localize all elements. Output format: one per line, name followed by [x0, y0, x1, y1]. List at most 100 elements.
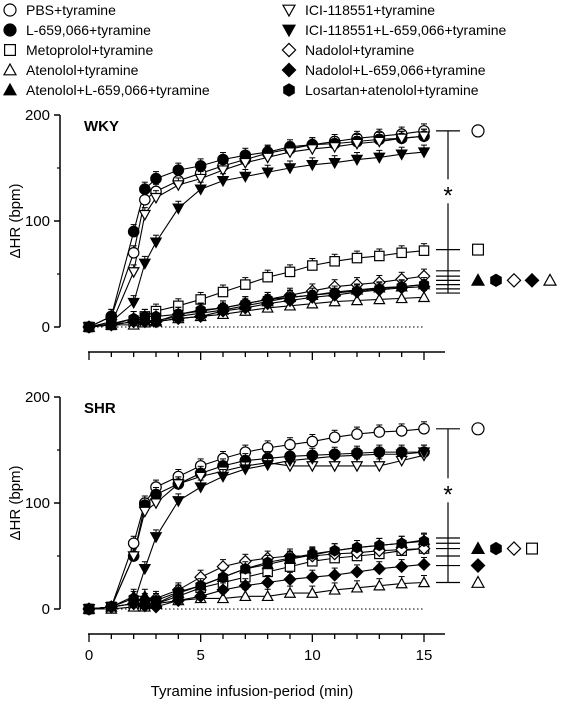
- data-point: [139, 310, 150, 323]
- data-point: [350, 154, 364, 166]
- data-point: [149, 532, 163, 544]
- data-point: [172, 180, 185, 192]
- panel-title: SHR: [84, 400, 116, 417]
- data-point: [395, 449, 408, 461]
- data-point: [351, 285, 363, 297]
- legend-marker-aten: [2, 62, 18, 76]
- data-point: [150, 310, 162, 323]
- data-point: [138, 506, 152, 518]
- star-background: [438, 478, 458, 503]
- right-marker: [490, 541, 502, 556]
- data-point: [106, 317, 117, 330]
- legend-label-aten: Atenolol+tyramine: [26, 62, 139, 78]
- data-point: [217, 571, 229, 584]
- legend: PBS+tyramine L-659,066+tyramine Metoprolol…: [2, 2, 507, 98]
- x-tick-label: 5: [196, 647, 204, 664]
- data-point: [194, 471, 207, 483]
- right-marker: [525, 542, 538, 555]
- data-point: [283, 572, 297, 586]
- data-point: [194, 589, 208, 603]
- data-point: [396, 537, 407, 550]
- right-marker: [490, 273, 502, 288]
- data-point: [128, 312, 139, 325]
- significance-star: *: [443, 182, 452, 209]
- data-point: [194, 173, 207, 186]
- data-point: [83, 603, 95, 615]
- data-point: [351, 541, 363, 554]
- data-point: [418, 422, 430, 435]
- right-marker: [471, 422, 485, 436]
- data-point: [418, 245, 430, 256]
- data-point: [351, 252, 363, 264]
- y-tick-label: 0: [42, 601, 50, 618]
- data-point: [373, 293, 386, 305]
- data-point: [395, 149, 408, 161]
- y-tick-label: 100: [25, 495, 50, 512]
- legend-marker-l659: [3, 23, 17, 37]
- data-point: [350, 450, 364, 462]
- data-point: [372, 562, 386, 576]
- data-point: [328, 451, 341, 463]
- data-point: [239, 171, 252, 183]
- data-point: [417, 557, 431, 572]
- data-point: [127, 267, 140, 279]
- right-marker: [506, 541, 522, 557]
- data-point: [395, 425, 408, 437]
- data-point: [261, 167, 274, 179]
- data-point: [139, 594, 150, 607]
- right-marker: [506, 272, 522, 288]
- data-point: [373, 579, 386, 591]
- data-point: [262, 271, 273, 283]
- data-point: [128, 592, 139, 605]
- data-point: [194, 184, 207, 196]
- data-point: [138, 563, 152, 576]
- data-point: [194, 482, 207, 494]
- data-point: [172, 479, 185, 491]
- data-point: [328, 583, 341, 595]
- legend-marker-los: [283, 83, 295, 97]
- legend-label-nad: Nadolol+tyramine: [305, 42, 415, 58]
- star-background: [438, 179, 458, 204]
- data-point: [284, 291, 296, 304]
- right-marker: [471, 124, 485, 138]
- data-point: [217, 286, 229, 298]
- data-point: [149, 237, 163, 249]
- right-marker: [470, 558, 486, 573]
- data-point: [173, 308, 184, 321]
- x-axis-label: Tyramine infusion-period (min): [151, 683, 354, 700]
- data-point: [173, 586, 184, 598]
- data-point: [195, 579, 206, 592]
- x-tick-label: 15: [416, 647, 433, 664]
- data-point: [283, 147, 297, 159]
- right-marker: [470, 273, 486, 286]
- data-point: [194, 309, 208, 323]
- data-point: [417, 576, 431, 588]
- data-point: [194, 160, 207, 172]
- data-point: [195, 304, 206, 316]
- data-point: [127, 247, 140, 259]
- data-point: [374, 282, 385, 295]
- right-marker: [524, 272, 540, 288]
- data-point: [305, 570, 319, 584]
- data-point: [150, 172, 162, 185]
- y-tick-label: 200: [25, 107, 50, 124]
- legend-marker-pbs: [3, 3, 17, 17]
- right-marker: [470, 575, 486, 588]
- data-point: [328, 431, 341, 444]
- data-point: [172, 164, 185, 176]
- data-point: [139, 183, 151, 195]
- data-point: [350, 581, 364, 593]
- data-point: [83, 321, 95, 333]
- panel-wky: 0 100 200 ΔHR (bpm) WKY *: [7, 107, 558, 360]
- data-point: [374, 250, 385, 262]
- data-point: [216, 471, 230, 483]
- legend-label-los: Losartan+atenolol+tyramine: [305, 82, 479, 98]
- y-tick-label: 0: [42, 319, 50, 336]
- data-point: [261, 575, 275, 590]
- data-point: [417, 290, 431, 303]
- data-point: [216, 583, 230, 597]
- data-point: [418, 535, 430, 548]
- right-marker: [542, 273, 558, 286]
- data-point: [328, 142, 341, 154]
